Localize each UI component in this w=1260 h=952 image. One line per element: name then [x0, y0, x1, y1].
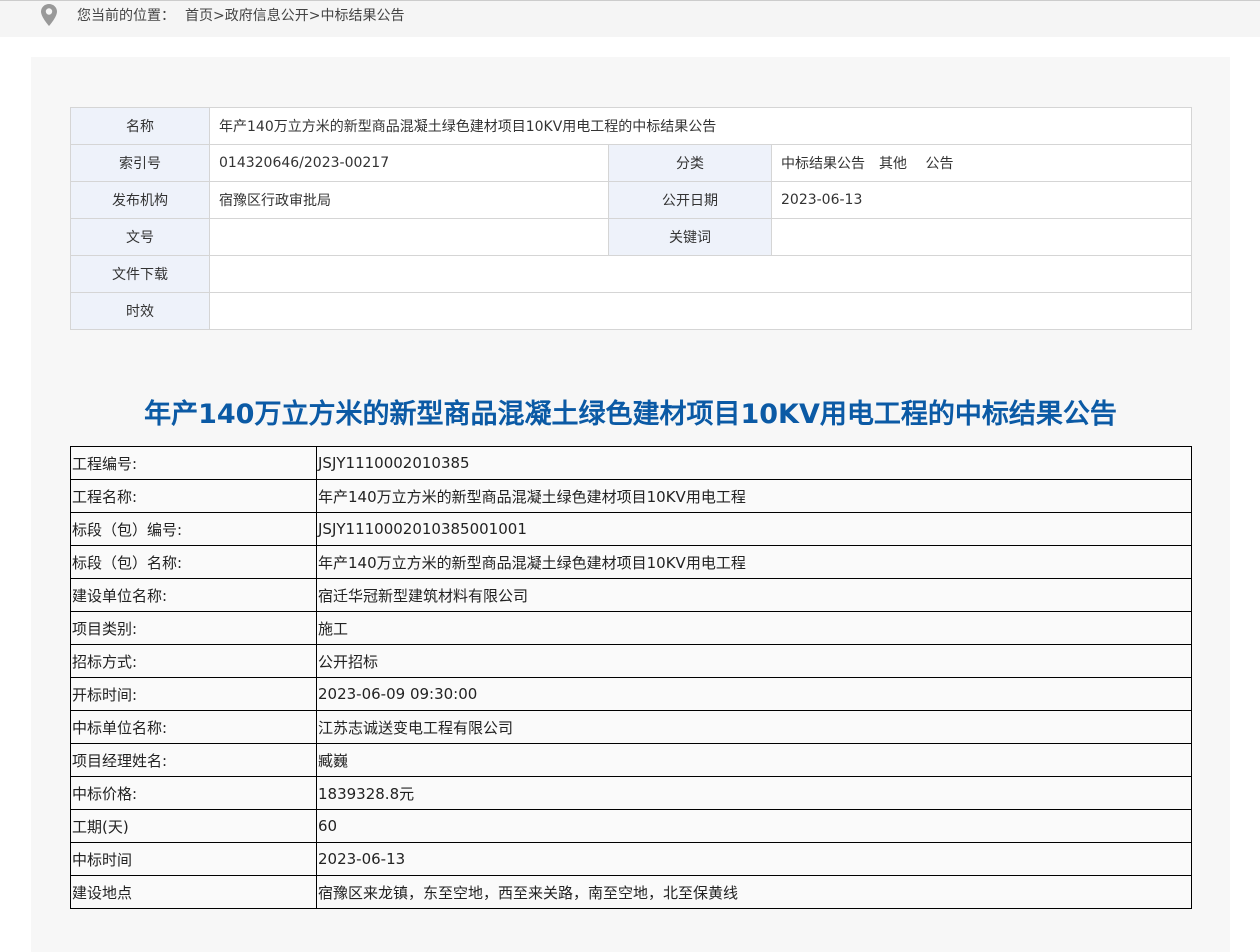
- table-row: 建设地点 宿豫区来龙镇，东至空地，西至来关路，南至空地，北至保黄线: [70, 875, 1192, 909]
- table-row: 工程名称: 年产140万立方米的新型商品混凝土绿色建材项目10KV用电工程: [70, 479, 1192, 513]
- docno-label: 文号: [70, 218, 210, 256]
- detail-value: 2023-06-09 09:30:00: [316, 677, 1192, 711]
- content-panel: 名称 年产140万立方米的新型商品混凝土绿色建材项目10KV用电工程的中标结果公告…: [31, 57, 1230, 952]
- detail-label: 招标方式:: [70, 644, 317, 678]
- detail-label: 中标单位名称:: [70, 710, 317, 744]
- location-pin-icon: [41, 4, 57, 26]
- detail-label: 建设单位名称:: [70, 578, 317, 612]
- validity-label: 时效: [70, 292, 210, 330]
- info-table: 名称 年产140万立方米的新型商品混凝土绿色建材项目10KV用电工程的中标结果公告…: [70, 107, 1192, 330]
- table-row: 开标时间: 2023-06-09 09:30:00: [70, 677, 1192, 711]
- detail-value: 宿豫区来龙镇，东至空地，西至来关路，南至空地，北至保黄线: [316, 875, 1192, 909]
- breadcrumb-bar: 您当前的位置： 首页>政府信息公开>中标结果公告: [0, 0, 1260, 37]
- detail-label: 建设地点: [70, 875, 317, 909]
- table-row: 建设单位名称: 宿迁华冠新型建筑材料有限公司: [70, 578, 1192, 612]
- name-label: 名称: [70, 107, 210, 145]
- detail-value: 施工: [316, 611, 1192, 645]
- detail-value: 年产140万立方米的新型商品混凝土绿色建材项目10KV用电工程: [316, 545, 1192, 579]
- detail-value: 臧巍: [316, 743, 1192, 777]
- detail-label: 项目类别:: [70, 611, 317, 645]
- detail-label: 工程名称:: [70, 479, 317, 513]
- detail-value: 60: [316, 809, 1192, 843]
- docno-value: [209, 218, 609, 256]
- page-title: 年产140万立方米的新型商品混凝土绿色建材项目10KV用电工程的中标结果公告: [144, 399, 1117, 430]
- detail-label: 工期(天): [70, 809, 317, 843]
- table-row: 标段（包）名称: 年产140万立方米的新型商品混凝土绿色建材项目10KV用电工程: [70, 545, 1192, 579]
- table-row: 项目类别: 施工: [70, 611, 1192, 645]
- breadcrumb-label: 您当前的位置：: [77, 8, 175, 24]
- validity-value: [209, 292, 1192, 330]
- keywords-label: 关键词: [608, 218, 772, 256]
- date-label: 公开日期: [608, 181, 772, 219]
- table-row: 中标价格: 1839328.8元: [70, 776, 1192, 810]
- detail-value: 宿迁华冠新型建筑材料有限公司: [316, 578, 1192, 612]
- breadcrumb-path[interactable]: 首页>政府信息公开>中标结果公告: [185, 8, 405, 24]
- category-value: 中标结果公告 其他 公告: [771, 144, 1192, 182]
- detail-label: 中标时间: [70, 842, 317, 876]
- detail-label: 项目经理姓名:: [70, 743, 317, 777]
- detail-label: 工程编号:: [70, 446, 317, 480]
- detail-value: 2023-06-13: [316, 842, 1192, 876]
- detail-label: 开标时间:: [70, 677, 317, 711]
- index-value: 014320646/2023-00217: [209, 144, 609, 182]
- detail-value: 公开招标: [316, 644, 1192, 678]
- table-row: 中标时间 2023-06-13: [70, 842, 1192, 876]
- detail-value: JSJY1110002010385: [316, 446, 1192, 480]
- download-value[interactable]: [209, 255, 1192, 293]
- table-row: 招标方式: 公开招标: [70, 644, 1192, 678]
- download-label: 文件下载: [70, 255, 210, 293]
- detail-value: 年产140万立方米的新型商品混凝土绿色建材项目10KV用电工程: [316, 479, 1192, 513]
- date-value: 2023-06-13: [771, 181, 1192, 219]
- table-row: 标段（包）编号: JSJY1110002010385001001: [70, 512, 1192, 546]
- detail-label: 标段（包）编号:: [70, 512, 317, 546]
- breadcrumb: 您当前的位置： 首页>政府信息公开>中标结果公告: [77, 5, 404, 25]
- table-row: 工程编号: JSJY1110002010385: [70, 446, 1192, 480]
- detail-table: 工程编号: JSJY1110002010385 工程名称: 年产140万立方米的新型商…: [70, 446, 1192, 909]
- detail-value: 1839328.8元: [316, 776, 1192, 810]
- table-row: 中标单位名称: 江苏志诚送变电工程有限公司: [70, 710, 1192, 744]
- publisher-label: 发布机构: [70, 181, 210, 219]
- keywords-value: [771, 218, 1192, 256]
- table-row: 项目经理姓名: 臧巍: [70, 743, 1192, 777]
- category-label: 分类: [608, 144, 772, 182]
- name-value: 年产140万立方米的新型商品混凝土绿色建材项目10KV用电工程的中标结果公告: [209, 107, 1192, 145]
- detail-label: 中标价格:: [70, 776, 317, 810]
- index-label: 索引号: [70, 144, 210, 182]
- detail-value: 江苏志诚送变电工程有限公司: [316, 710, 1192, 744]
- publisher-value: 宿豫区行政审批局: [209, 181, 609, 219]
- table-row: 工期(天) 60: [70, 809, 1192, 843]
- detail-value: JSJY1110002010385001001: [316, 512, 1192, 546]
- detail-label: 标段（包）名称:: [70, 545, 317, 579]
